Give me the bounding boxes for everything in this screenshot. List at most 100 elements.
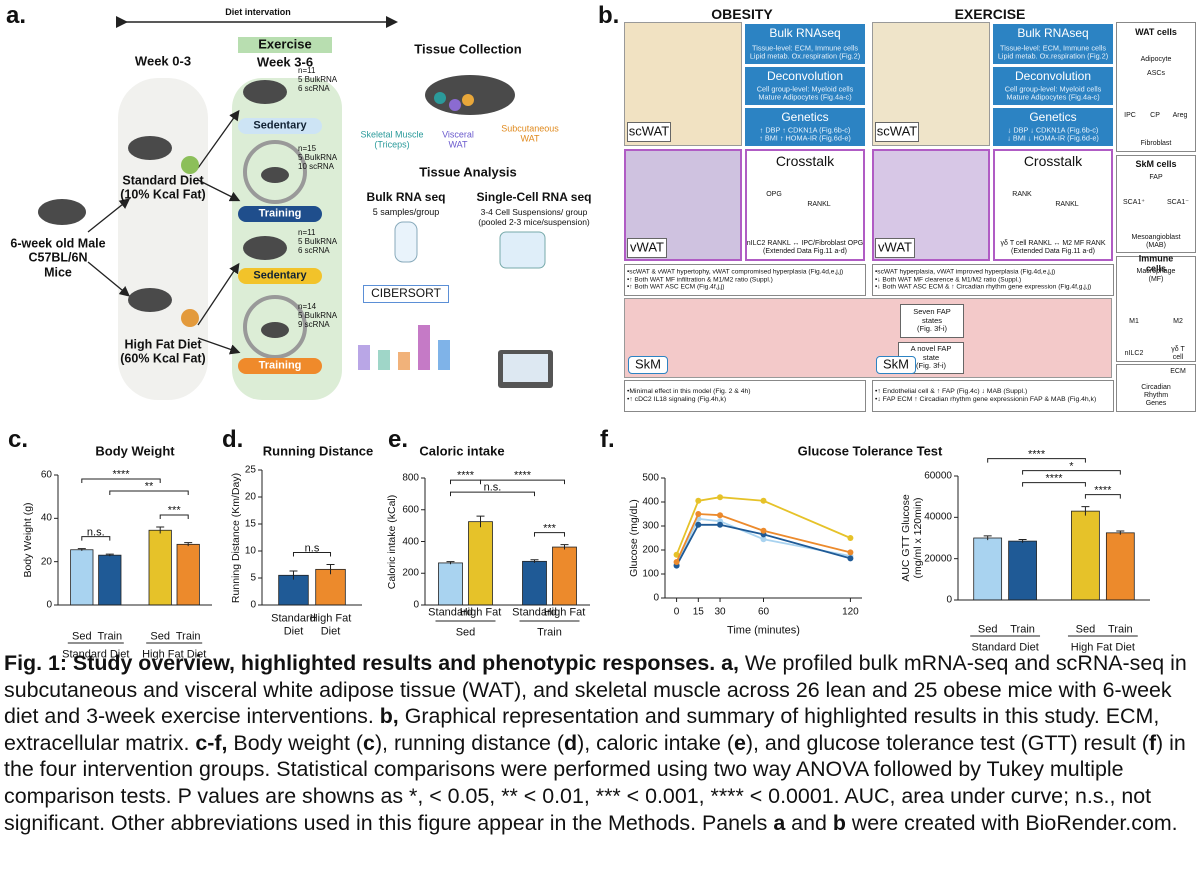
significance-bracket	[450, 479, 481, 485]
y-axis-label: Caloric intake (kCal)	[385, 494, 398, 589]
significance-label: ***	[167, 504, 181, 517]
legend-box	[1116, 22, 1196, 152]
significance-bracket	[81, 536, 111, 541]
panel-label: e.	[388, 426, 409, 454]
x-tick-label: Standard	[428, 606, 473, 619]
legend-item: nILC2	[1124, 349, 1144, 357]
x-tick-label: High Fat Diet	[309, 612, 352, 637]
bar	[176, 543, 200, 606]
legend-item: ASCs	[1147, 69, 1165, 77]
arrow	[197, 262, 240, 326]
group-label: Train	[537, 626, 562, 639]
bar	[1105, 532, 1135, 601]
mouse	[261, 167, 289, 183]
column-title: OBESITY	[711, 5, 773, 22]
result-title: Genetics	[781, 110, 829, 125]
exercise-band	[238, 37, 332, 53]
cells	[499, 231, 546, 269]
y-tick-label: 60000	[924, 470, 952, 482]
caption-text: b	[832, 810, 846, 835]
significance-bracket	[534, 532, 565, 537]
crosstalk-box	[993, 149, 1113, 261]
legend-item: M2	[1173, 317, 1183, 325]
bullet-box	[872, 380, 1114, 412]
result-box	[993, 24, 1113, 64]
panel-label: c.	[8, 426, 29, 454]
y-tick-label: 40	[40, 512, 52, 524]
y-tick-label: 100	[642, 568, 659, 580]
panel-label: f.	[600, 426, 615, 454]
point	[760, 527, 767, 534]
y-tick-label: 15	[244, 518, 256, 530]
x-tick-label: Standard Diet	[271, 612, 316, 637]
skm-tag	[628, 356, 668, 374]
y-tick-label: 200	[402, 567, 419, 579]
legend-item: Adipocyte	[1140, 55, 1172, 63]
tissue-tag: scWAT	[628, 123, 670, 139]
point	[847, 535, 854, 541]
caption-text: c-f,	[195, 730, 228, 755]
tissue-tag: SkM	[883, 356, 909, 372]
y-tick-label: 300	[642, 520, 659, 532]
arrow	[197, 337, 241, 355]
wheel	[243, 140, 307, 204]
mouse	[128, 136, 172, 160]
crosstalk-box	[745, 149, 865, 261]
result-text: ↓ DBP ↓ CDKN1A (Fig.6b-c) ↓ BMI ↓ HOMA-I…	[1007, 125, 1099, 143]
y-tick-label: 200	[642, 544, 659, 556]
error-bar	[530, 559, 539, 563]
box-title: Bulk RNA seq	[366, 190, 446, 205]
legend-item: ECM	[1170, 367, 1186, 375]
chart-title: Body Weight	[95, 443, 175, 459]
crosstalk-label: OPG	[766, 190, 782, 198]
crosstalk-label: RANKL	[1055, 200, 1079, 208]
legend-item: Fibroblast	[1140, 139, 1172, 147]
group-badge	[238, 358, 322, 374]
point	[717, 521, 724, 528]
bar	[468, 521, 493, 606]
significance-label: **	[144, 480, 154, 493]
panel-label: b.	[598, 2, 620, 30]
mouse	[128, 288, 172, 312]
bar	[148, 529, 172, 606]
caption-text: Graphical representation and summary of …	[4, 704, 1160, 755]
mouse	[261, 322, 289, 338]
significance-bracket	[292, 552, 332, 557]
arrow	[87, 261, 131, 297]
legend-item: M1	[1129, 317, 1139, 325]
error-bar	[184, 542, 193, 547]
x-tick-label: Train	[97, 630, 123, 643]
vwat-tag	[875, 238, 915, 258]
tissue-tag: SkM	[635, 356, 661, 372]
y-axis-label: Running Distance (Km/Day)	[229, 472, 242, 603]
legend-item: FAP	[1149, 173, 1163, 181]
caption-text: a	[773, 810, 786, 835]
mouse	[38, 199, 86, 225]
significance-label: ****	[1045, 472, 1063, 485]
point	[673, 551, 680, 558]
y-tick-label: 400	[402, 535, 419, 547]
box-text: 3-4 Cell Suspensions/ group (pooled 2-3 …	[478, 207, 590, 227]
result-title: Bulk RNAseq	[769, 26, 841, 41]
error-bar	[1116, 530, 1125, 535]
result-text: Cell group-level: Myeloid cells Mature A…	[1004, 84, 1102, 102]
y-tick-label: 0	[250, 599, 256, 611]
label: Week 3-6	[256, 54, 314, 70]
y-tick-label: 500	[642, 472, 659, 484]
mouse	[243, 236, 287, 260]
point	[673, 559, 680, 565]
bullet-box	[624, 264, 866, 296]
significance-label: ***	[543, 522, 556, 535]
legend-item: γδ T cell	[1171, 345, 1185, 361]
x-tick-label: Sed	[1075, 623, 1096, 636]
group-label: Sedentary	[253, 269, 307, 282]
y-tick-label: 0	[946, 594, 952, 606]
arrow	[87, 198, 131, 233]
point	[695, 521, 702, 528]
caption-text: were created with BioRender.com.	[845, 810, 1178, 835]
cibersort-box	[363, 285, 449, 303]
charts	[54, 458, 1150, 644]
panel-a-art	[38, 16, 553, 400]
bar	[1071, 510, 1100, 601]
